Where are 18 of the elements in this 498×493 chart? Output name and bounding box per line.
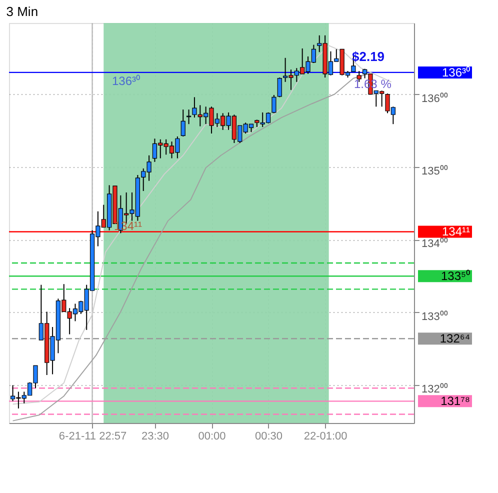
ref-line-label: 133⁵⁰ bbox=[441, 269, 470, 284]
text: 134¹¹ bbox=[442, 224, 470, 239]
x-tick-label: 00:30 bbox=[255, 430, 283, 442]
y-tick-label: 134⁰⁰ bbox=[422, 237, 448, 250]
x-tick-label: 00:00 bbox=[198, 430, 226, 442]
text: 136³⁰ bbox=[442, 65, 470, 80]
x-tick-label: 23:30 bbox=[141, 430, 169, 442]
ref-line-label: 132⁶⁴ bbox=[440, 332, 470, 346]
y-tick-label: 133⁰⁰ bbox=[422, 310, 448, 323]
y-tick-label: 132⁰⁰ bbox=[422, 382, 448, 396]
annotation: $2.19 bbox=[352, 49, 385, 64]
x-tick-label: 6-21-11 22:57 bbox=[58, 430, 127, 442]
y-tick-label: 135⁰⁰ bbox=[422, 164, 448, 178]
x-tick-label: 22-01:00 bbox=[304, 430, 348, 442]
y-tick-label: 136⁰⁰ bbox=[422, 92, 448, 105]
ref-line-label: 136³⁰ bbox=[112, 74, 140, 88]
chart-title: 3 Min bbox=[6, 4, 38, 19]
ref-line-label: 131⁷⁸ bbox=[440, 394, 470, 408]
